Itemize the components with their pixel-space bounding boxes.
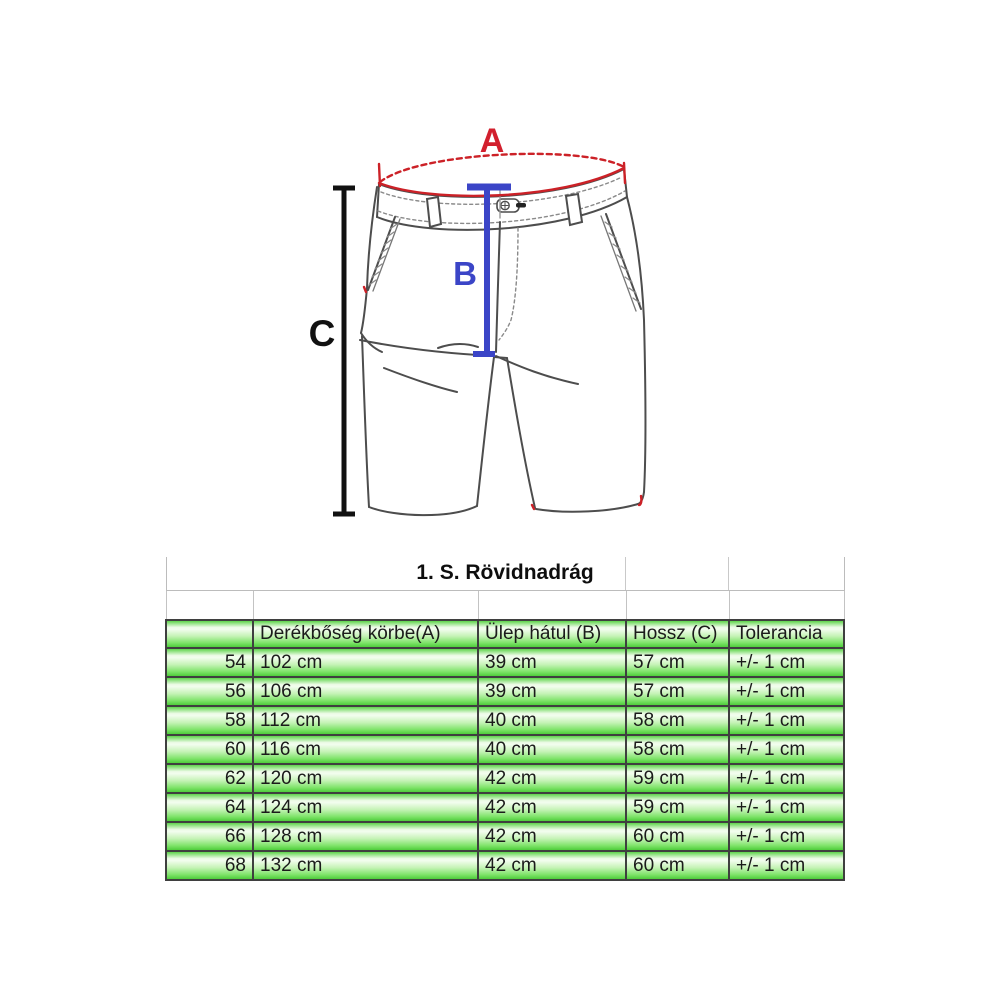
waist-cell: 106 cm [252, 676, 479, 707]
length-label-c: C [309, 313, 336, 354]
right-pocket-hatching [604, 221, 641, 304]
length-cell: 58 cm [625, 705, 730, 736]
waist-cell: 102 cm [252, 647, 479, 678]
seat-cell: 42 cm [477, 850, 627, 881]
waist-cell: 132 cm [252, 850, 479, 881]
seat-label-b: B [453, 255, 477, 292]
waist-cell: 120 cm [252, 763, 479, 794]
left-pocket-hatching [368, 223, 398, 286]
gridline [728, 557, 729, 590]
table-spacer-row [165, 589, 845, 621]
belt-loop-right [564, 192, 584, 227]
size-table-grid: 1. S. Rövidnadrág Derékbőség körbe(A) Ül… [165, 557, 846, 881]
seat-cell: 42 cm [477, 792, 627, 823]
length-cell: 59 cm [625, 792, 730, 823]
header-length: Hossz (C) [625, 619, 730, 649]
tolerance-cell: +/- 1 cm [727, 850, 846, 881]
belt-loop-left [425, 195, 443, 229]
length-cell: 60 cm [625, 821, 730, 852]
size-table: 1. S. Rövidnadrág Derékbőség körbe(A) Ül… [165, 557, 846, 881]
table-title: 1. S. Rövidnadrág [165, 557, 845, 591]
size-cell: 54 [165, 647, 254, 678]
shorts-diagram: A B C [309, 122, 647, 517]
tolerance-cell: +/- 1 cm [727, 792, 846, 823]
tolerance-cell: +/- 1 cm [727, 763, 846, 794]
table-row: 54 102 cm 39 cm 57 cm +/- 1 cm [165, 647, 846, 678]
size-cell: 58 [165, 705, 254, 736]
table-header-row: Derékbőség körbe(A) Ülep hátul (B) Hossz… [165, 619, 846, 649]
seat-cell: 40 cm [477, 734, 627, 765]
tolerance-cell: +/- 1 cm [727, 705, 846, 736]
size-cell: 60 [165, 734, 254, 765]
table-row: 60 116 cm 40 cm 58 cm +/- 1 cm [165, 734, 846, 765]
size-cell: 56 [165, 676, 254, 707]
waist-measure-arc [362, 152, 643, 511]
tolerance-cell: +/- 1 cm [727, 676, 846, 707]
tolerance-cell: +/- 1 cm [727, 647, 846, 678]
size-cell: 66 [165, 821, 254, 852]
tolerance-cell: +/- 1 cm [727, 734, 846, 765]
size-cell: 64 [165, 792, 254, 823]
length-cell: 59 cm [625, 763, 730, 794]
header-seat: Ülep hátul (B) [477, 619, 627, 649]
shorts-sketch [359, 168, 647, 517]
length-cell: 57 cm [625, 676, 730, 707]
seat-cell: 39 cm [477, 647, 627, 678]
header-waist: Derékbőség körbe(A) [252, 619, 479, 649]
table-row: 64 124 cm 42 cm 59 cm +/- 1 cm [165, 792, 846, 823]
size-cell: 68 [165, 850, 254, 881]
seat-cell: 42 cm [477, 763, 627, 794]
table-row: 66 128 cm 42 cm 60 cm +/- 1 cm [165, 821, 846, 852]
seat-cell: 39 cm [477, 676, 627, 707]
seat-measure-line [467, 183, 511, 357]
table-row: 62 120 cm 42 cm 59 cm +/- 1 cm [165, 763, 846, 794]
waist-cell: 112 cm [252, 705, 479, 736]
length-cell: 60 cm [625, 850, 730, 881]
waist-cell: 128 cm [252, 821, 479, 852]
table-title-row: 1. S. Rövidnadrág [165, 557, 845, 591]
table-row: 56 106 cm 39 cm 57 cm +/- 1 cm [165, 676, 846, 707]
length-cell: 58 cm [625, 734, 730, 765]
waist-button [496, 198, 526, 213]
length-cell: 57 cm [625, 647, 730, 678]
seat-cell: 40 cm [477, 705, 627, 736]
header-tolerance: Tolerancia [727, 619, 846, 649]
header-size [165, 619, 254, 649]
length-measure-line [333, 185, 355, 517]
waist-cell: 116 cm [252, 734, 479, 765]
table-row: 58 112 cm 40 cm 58 cm +/- 1 cm [165, 705, 846, 736]
gridline [625, 557, 626, 590]
table-row: 68 132 cm 42 cm 60 cm +/- 1 cm [165, 850, 846, 881]
tolerance-cell: +/- 1 cm [727, 821, 846, 852]
waist-cell: 124 cm [252, 792, 479, 823]
waist-label-a: A [480, 122, 505, 160]
size-cell: 62 [165, 763, 254, 794]
seat-cell: 42 cm [477, 821, 627, 852]
